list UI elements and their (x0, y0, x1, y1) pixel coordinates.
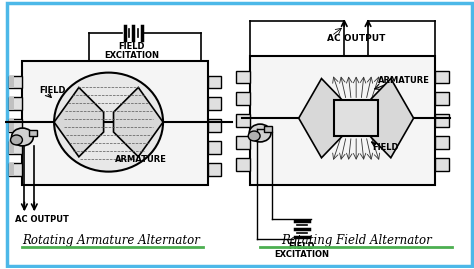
Bar (436, 71, 449, 83)
Bar (436, 158, 449, 171)
Ellipse shape (10, 135, 22, 145)
Bar (9, 76, 22, 89)
Bar (9, 141, 22, 154)
Bar (208, 97, 221, 110)
Polygon shape (114, 87, 163, 157)
Text: AC OUTPUT: AC OUTPUT (327, 34, 385, 43)
Ellipse shape (11, 128, 33, 146)
Bar (334, 100, 378, 136)
Bar (9, 76, 13, 89)
Text: ARMATURE: ARMATURE (378, 76, 429, 85)
Text: FIELD: FIELD (39, 86, 66, 95)
Bar (237, 93, 250, 105)
Text: EXCITATION: EXCITATION (274, 250, 329, 259)
Bar (208, 141, 221, 154)
Bar (436, 114, 449, 127)
Bar (9, 119, 13, 132)
Ellipse shape (248, 131, 260, 141)
Bar (9, 119, 22, 132)
Bar (9, 163, 22, 176)
Bar (436, 136, 449, 149)
Text: Rotating Armature Alternator: Rotating Armature Alternator (23, 235, 201, 247)
Text: ARMATURE: ARMATURE (115, 155, 167, 164)
Polygon shape (364, 79, 414, 158)
Text: EXCITATION: EXCITATION (104, 51, 159, 60)
Ellipse shape (54, 73, 163, 172)
Text: AC OUTPUT: AC OUTPUT (15, 215, 69, 224)
Text: FIELD: FIELD (289, 242, 315, 252)
Bar (9, 97, 22, 110)
Text: Rotating Field Alternator: Rotating Field Alternator (281, 235, 431, 247)
Bar (237, 114, 250, 127)
Bar (237, 71, 250, 83)
Bar (208, 119, 221, 132)
Bar (9, 141, 13, 154)
Ellipse shape (249, 124, 271, 142)
Text: FIELD: FIELD (373, 143, 399, 152)
Bar (237, 158, 250, 171)
Bar (250, 56, 436, 185)
Polygon shape (299, 79, 348, 158)
Bar (208, 76, 221, 89)
Bar (29, 130, 37, 136)
Polygon shape (54, 87, 104, 157)
Bar (22, 61, 208, 185)
Bar (264, 126, 272, 132)
Bar (9, 97, 13, 110)
Text: FIELD: FIELD (118, 42, 145, 51)
Bar (436, 93, 449, 105)
Bar (237, 136, 250, 149)
Bar (208, 163, 221, 176)
Bar (9, 163, 13, 176)
